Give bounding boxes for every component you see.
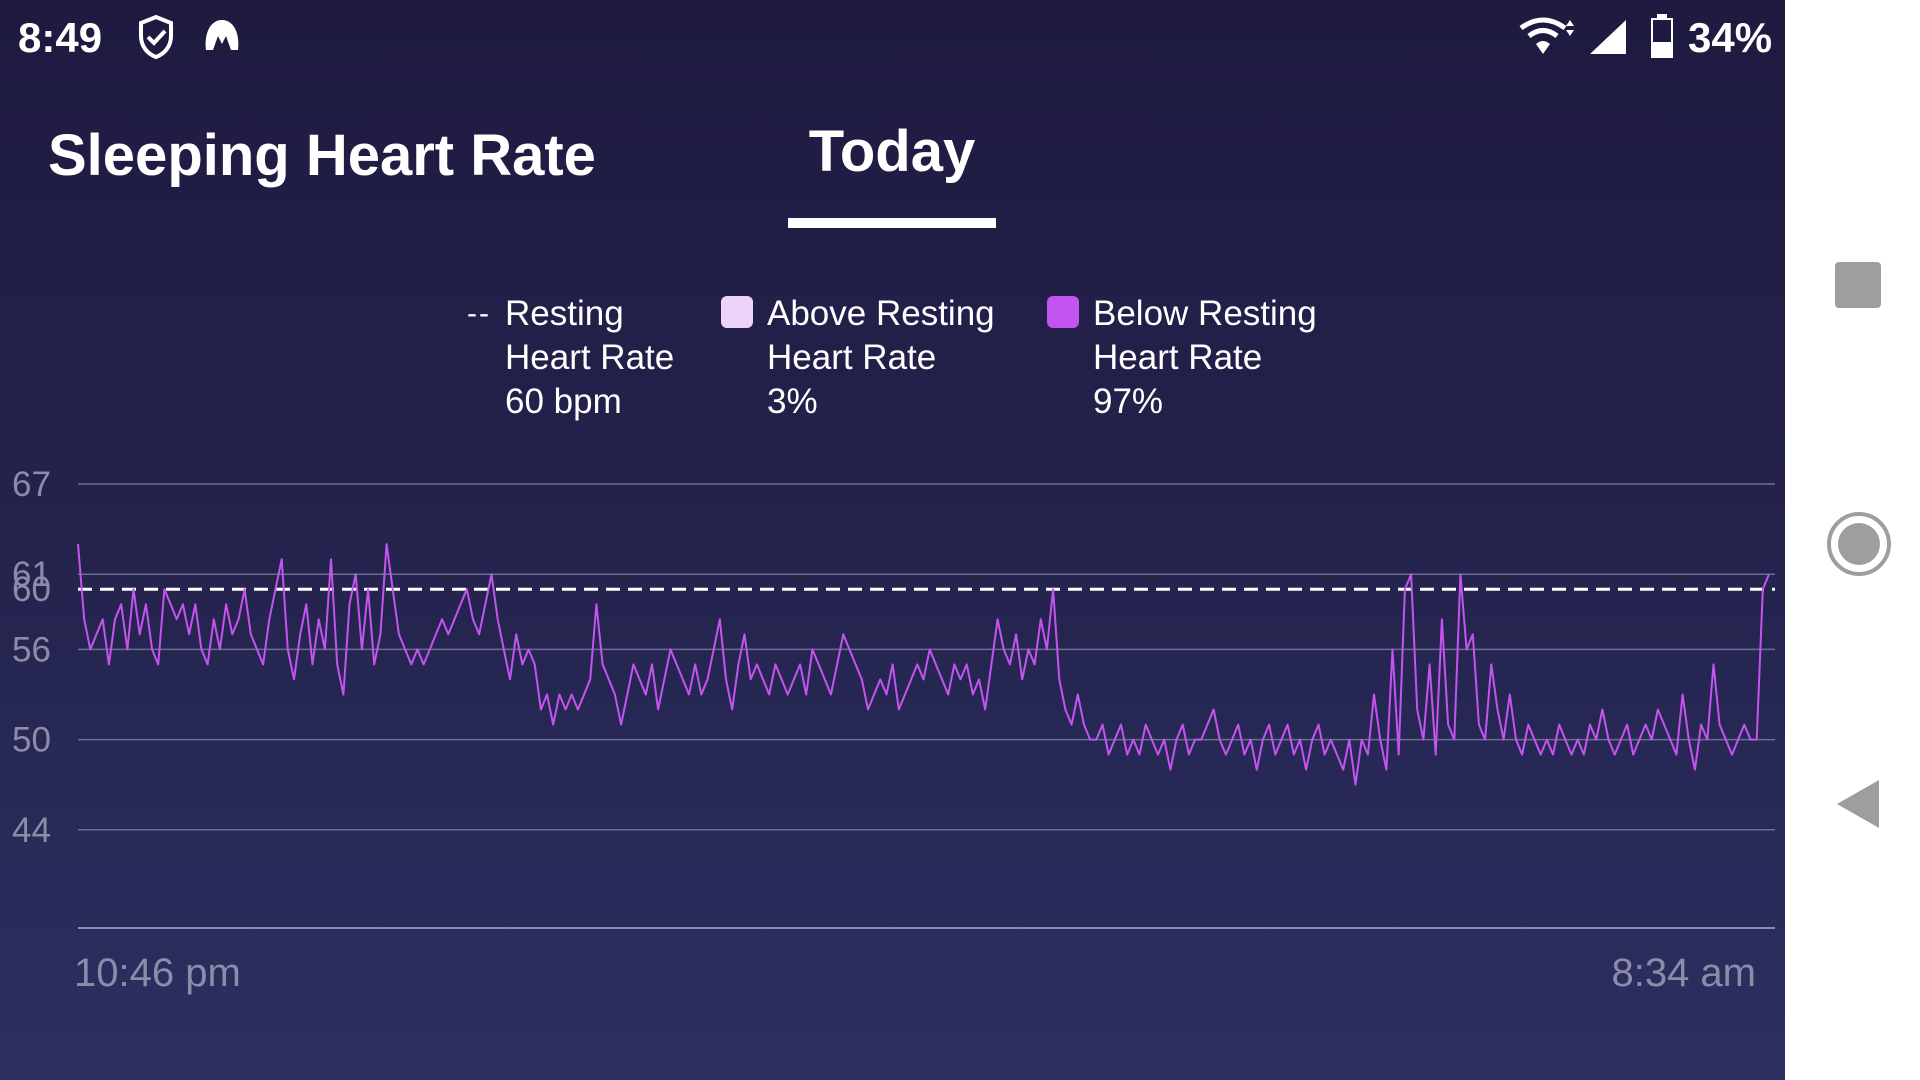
legend-above-line1: Above Resting: [767, 294, 995, 333]
y-tick-label: 67: [12, 465, 51, 504]
legend-below: Below Resting Heart Rate 97%: [1047, 292, 1317, 424]
y-tick-label: 61: [12, 555, 51, 594]
app-screen: 8:49 34% Sleeping Heart Rate: [0, 0, 1785, 1080]
chart-grid: [78, 483, 1775, 831]
tab-today-underline: [788, 218, 996, 228]
legend-above-line2: Heart Rate: [767, 338, 937, 377]
legend-above: Above Resting Heart Rate 3%: [721, 292, 995, 424]
legend-resting-line1: Resting: [505, 294, 624, 333]
legend-below-value: 97%: [1093, 382, 1164, 421]
recents-square-icon[interactable]: [1835, 262, 1881, 313]
wifi-icon: [1517, 16, 1579, 61]
legend-above-swatch: [721, 296, 753, 328]
battery-percent: 34%: [1688, 14, 1773, 61]
x-axis-start-label: 10:46 pm: [74, 951, 241, 995]
malwarebytes-icon: [202, 14, 242, 63]
tab-today[interactable]: Today: [788, 118, 996, 228]
tab-today-label: Today: [808, 119, 976, 184]
y-tick-label: 60: [12, 570, 51, 609]
x-axis-end-label: 8:34 am: [1611, 951, 1756, 995]
legend-resting-marker: --: [467, 297, 491, 330]
home-circle-icon[interactable]: [1825, 510, 1893, 583]
battery-icon: [1650, 14, 1674, 63]
legend-above-value: 3%: [767, 382, 818, 421]
status-time: 8:49: [18, 14, 103, 61]
page-title: Sleeping Heart Rate: [48, 123, 596, 188]
y-tick-label: 56: [12, 630, 51, 669]
shield-check-icon: [137, 14, 175, 65]
heart-rate-series-line: [77, 543, 1770, 786]
back-triangle-icon[interactable]: [1835, 778, 1881, 835]
legend-resting-line2: Heart Rate: [505, 338, 675, 377]
legend-below-line1: Below Resting: [1093, 294, 1317, 333]
y-tick-label: 44: [12, 811, 51, 850]
system-nav-bar: [1785, 0, 1920, 1080]
cell-signal-icon: [1588, 18, 1630, 61]
legend-resting-value: 60 bpm: [505, 382, 622, 421]
y-tick-label: 50: [12, 721, 51, 760]
legend-below-swatch: [1047, 296, 1079, 328]
legend-below-line2: Heart Rate: [1093, 338, 1263, 377]
legend-resting: -- Resting Heart Rate 60 bpm: [467, 292, 675, 424]
